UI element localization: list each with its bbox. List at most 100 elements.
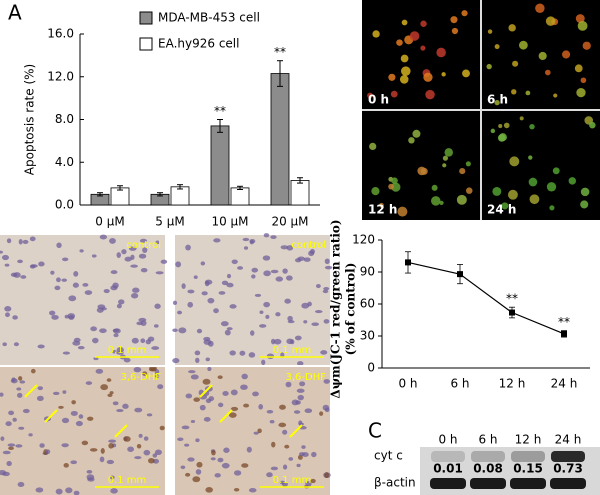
nucleus [194,350,201,356]
nucleus [296,463,301,468]
nucleus [142,247,148,253]
nucleus [85,381,93,385]
nucleus [121,249,127,255]
nucleus [241,463,249,468]
nucleus [22,408,30,414]
nucleus [224,329,231,336]
nucleus [17,259,23,264]
nucleus [19,380,26,384]
cell [528,177,538,187]
bar [230,187,250,206]
nucleus [154,303,161,309]
condition-label: 3,6-DHF [286,372,327,383]
x-tick-label: 20 μM [271,215,308,229]
nucleus [253,431,259,435]
cell [431,196,441,206]
y-tick-label: 0.0 [55,198,74,212]
nucleus [109,237,116,244]
band [511,451,545,462]
nucleus [190,419,196,424]
nucleus [211,450,216,456]
nucleus [291,399,299,406]
nucleus [310,478,316,484]
cell [420,167,428,175]
nucleus [15,444,23,448]
nucleus [159,425,165,431]
nucleus [319,411,324,416]
nucleus [218,291,226,295]
nucleus [143,436,149,441]
nucleus [262,255,271,261]
nucleus [263,301,271,308]
nucleus [250,330,255,336]
nucleus [180,465,186,470]
nucleus [4,306,12,312]
nucleus [251,267,259,273]
micrograph-label: 24 h [487,203,516,217]
nucleus [275,276,284,282]
nucleus [90,326,97,332]
nucleus [56,277,61,283]
nucleus [67,313,76,319]
nucleus [293,410,301,414]
cell [535,3,545,14]
bar [270,73,290,206]
y-tick-label: 8.0 [55,112,74,126]
nucleus [111,349,117,354]
nucleus [61,278,68,282]
nucleus [282,268,288,274]
nucleus [63,463,69,468]
nucleus [155,240,160,245]
band-value: 0.73 [553,462,583,476]
histology-bg [0,235,165,365]
cell [451,27,459,35]
nucleus [201,291,208,296]
cell [372,30,380,38]
nucleus [181,283,186,289]
y-tick-label: 16.0 [47,27,74,41]
nucleus [139,238,147,243]
scale-label: 0.1 mm [108,345,147,356]
cell [461,10,468,17]
y-tick-label: 0 [367,361,375,375]
y-tick-label: 4.0 [55,155,74,169]
nucleus [281,481,288,487]
nucleus [132,287,140,293]
nucleus [4,263,10,267]
cell [442,163,447,168]
nucleus [138,253,147,259]
nucleus [193,397,201,402]
nucleus [299,381,306,387]
nucleus [192,476,201,483]
y-tick-label: 12.0 [47,69,74,83]
nucleus [205,487,213,493]
nucleus [138,433,143,438]
cell [501,202,509,210]
scale-label: 0.1 mm [108,475,147,486]
nucleus [61,443,69,448]
nucleus [5,421,12,427]
nucleus [95,368,104,374]
nucleus [190,374,199,380]
nucleus [18,426,25,430]
nucleus [324,258,330,265]
nucleus [18,239,23,245]
nucleus [101,307,107,311]
cell [465,161,471,167]
nucleus [266,472,273,478]
cell [379,202,384,208]
nucleus [134,456,142,460]
nucleus [51,314,59,320]
nucleus [2,450,11,455]
nucleus [100,384,109,391]
nucleus [143,449,151,456]
error-bar [157,192,163,197]
error-bar [97,192,103,197]
nucleus [303,320,308,324]
nucleus [217,457,224,463]
x-tick-label: 24 h [551,377,578,391]
cell [369,142,377,151]
cell [538,51,547,61]
nucleus [181,425,190,430]
nucleus [79,249,84,253]
